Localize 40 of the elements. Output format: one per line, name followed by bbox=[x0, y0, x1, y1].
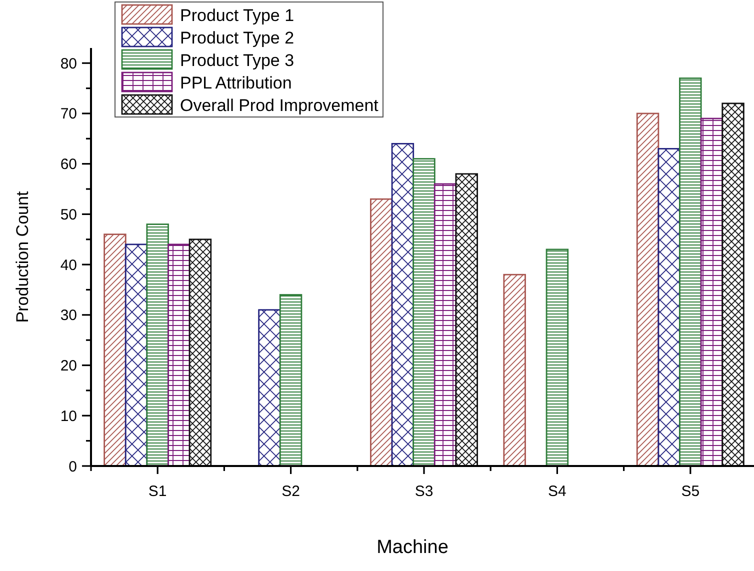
y-tick-label: 20 bbox=[60, 358, 77, 375]
bar bbox=[279, 294, 302, 467]
x-tick-label: S5 bbox=[681, 483, 700, 500]
y-axis-title: Production Count bbox=[13, 191, 32, 323]
bar bbox=[679, 78, 702, 467]
bar bbox=[104, 234, 126, 467]
legend-label: Product Type 3 bbox=[180, 50, 294, 70]
bar bbox=[370, 198, 393, 467]
bar bbox=[124, 244, 148, 467]
y-tick-label: 10 bbox=[60, 408, 77, 425]
y-tick-label: 40 bbox=[60, 256, 77, 274]
y-tick-label: 80 bbox=[60, 55, 77, 72]
bar bbox=[391, 142, 414, 467]
x-tick-label: S1 bbox=[148, 483, 167, 500]
bar bbox=[168, 244, 190, 467]
legend-label: PPL Attribution bbox=[180, 73, 292, 92]
legend-label: Product Type 2 bbox=[180, 28, 294, 48]
bar bbox=[546, 248, 569, 467]
y-tick-label: 60 bbox=[60, 156, 77, 174]
bar bbox=[146, 224, 169, 467]
bar bbox=[412, 158, 436, 467]
y-tick-label: 50 bbox=[60, 206, 77, 224]
bar bbox=[658, 148, 680, 467]
x-axis-title: Machine bbox=[376, 537, 448, 558]
bar bbox=[434, 183, 457, 467]
y-tick-label: 70 bbox=[60, 106, 77, 123]
bar bbox=[455, 173, 478, 467]
x-tick-label: S3 bbox=[414, 483, 434, 500]
bar bbox=[722, 102, 744, 467]
bar bbox=[258, 309, 281, 467]
x-tick-label: S2 bbox=[282, 483, 300, 500]
x-tick-label: S4 bbox=[548, 483, 566, 500]
bar bbox=[700, 118, 724, 467]
legend-label: Product Type 1 bbox=[180, 6, 294, 25]
y-tick-label: 0 bbox=[68, 458, 77, 476]
bar bbox=[503, 274, 526, 467]
bar bbox=[636, 112, 660, 467]
legend-label: Overall Prod Improvement bbox=[180, 96, 379, 115]
y-tick-label: 30 bbox=[60, 307, 77, 324]
bar bbox=[188, 238, 212, 467]
